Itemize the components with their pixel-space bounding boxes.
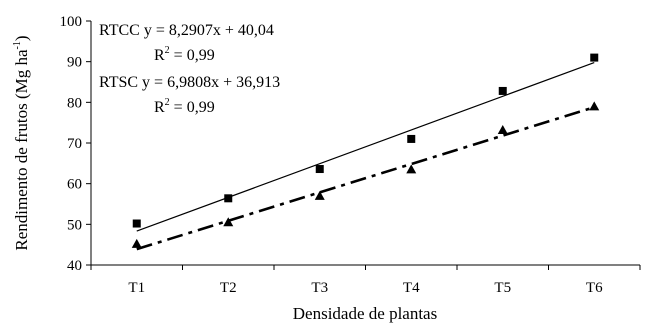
point-rtsc [223,217,234,227]
x-tick-label: T6 [586,280,603,296]
x-tick-label: T4 [403,280,420,296]
point-rtsc [314,190,325,200]
equation-annotation-rtcc: RTCC y = 8,2907x + 40,04 R2 = 0,99 [99,22,274,64]
trendlines [136,61,595,251]
equation-text-rtcc: RTCC y = 8,2907x + 40,04 [99,22,274,39]
r2-text-rtsc: R2 = 0,99 [154,97,215,116]
data-points [131,53,600,248]
point-rtcc [224,194,233,203]
y-tick-label: 60 [67,177,82,193]
r2-prefix: R [154,99,165,116]
r2-superscript: 2 [165,45,170,56]
trendline-rtcc [136,61,595,232]
r2-prefix: R [154,47,165,64]
y-axis-title-close: ) [12,35,31,41]
r2-value: = 0,99 [170,47,215,64]
y-tick-label: 80 [67,95,82,111]
y-axis-title-superscript: -1 [12,41,23,49]
point-rtcc [132,219,141,228]
y-tick-label: 70 [67,136,82,152]
plot-area: 40 50 60 70 80 90 100 T1 T2 T3 T4 T5 T6 [60,14,641,296]
point-rtsc [589,101,600,111]
y-tick-label: 40 [67,258,82,274]
point-rtsc [497,124,508,134]
point-rtsc [406,164,417,174]
trendline-rtsc [136,105,595,251]
equation-text-rtsc: RTSC y = 6,9808x + 36,913 [99,74,280,91]
y-tick-label: 90 [67,55,82,71]
r2-superscript: 2 [165,97,170,108]
point-rtcc [498,86,507,95]
x-axis-title: Densidade de plantas [293,304,437,323]
r2-value: = 0,99 [170,99,215,116]
r2-text-rtcc: R2 = 0,99 [154,45,215,64]
y-axis-title: Rendimento de frutos (Mg ha-1) [12,35,31,250]
point-rtcc [407,134,416,143]
y-tick-label: 100 [60,14,83,30]
x-tick-label: T5 [494,280,511,296]
x-tick-label: T2 [220,280,237,296]
y-axis-title-main: Rendimento de frutos (Mg ha [12,49,31,251]
point-rtcc [315,165,324,174]
point-rtsc [131,238,142,248]
x-axis-ticks: T1 T2 T3 T4 T5 T6 [90,265,641,296]
y-tick-label: 50 [67,217,82,233]
point-rtcc [590,53,599,62]
equation-annotation-rtsc: RTSC y = 6,9808x + 36,913 R2 = 0,99 [99,74,280,116]
x-tick-label: T3 [311,280,328,296]
x-tick-label: T1 [128,280,145,296]
y-axis-ticks: 40 50 60 70 80 90 100 [60,14,91,274]
